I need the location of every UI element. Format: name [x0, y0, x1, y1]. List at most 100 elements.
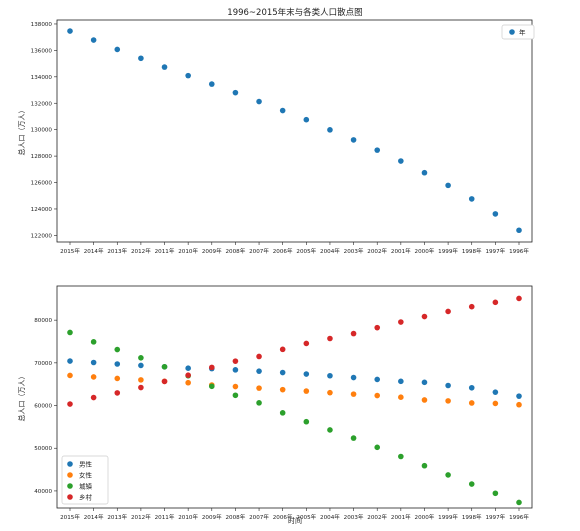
data-point — [90, 339, 97, 345]
data-point — [279, 346, 286, 353]
data-point — [185, 372, 191, 378]
data-point — [327, 335, 333, 342]
data-point — [303, 340, 310, 347]
axes-frame-bottom — [56, 285, 533, 509]
y-tick-label: 124000 — [31, 207, 53, 213]
chart-title: 1996~2015年末与各类人口散点图 — [227, 7, 362, 18]
x-tick-label: 2003年 — [344, 513, 364, 521]
data-point — [350, 330, 357, 337]
x-tick-label: 1998年 — [462, 247, 482, 255]
y-tick-label: 70000 — [34, 361, 52, 367]
data-point — [516, 227, 522, 234]
data-point — [350, 435, 357, 441]
data-point — [67, 401, 73, 407]
legend-marker — [67, 494, 73, 500]
legend-box — [61, 455, 109, 505]
bottom-ticks: 2015年 2014年 2013年 2012年 2011年 2010年 2009年 2008年… — [34, 318, 529, 521]
data-point — [208, 383, 215, 390]
legend-label: 女性 — [79, 471, 93, 480]
data-point — [232, 383, 239, 390]
data-point — [185, 365, 191, 371]
data-point — [114, 375, 121, 382]
data-point — [303, 116, 310, 123]
y-tick-label: 126000 — [31, 181, 53, 187]
data-point — [303, 418, 310, 425]
data-point — [303, 388, 310, 394]
x-tick-label: 1997年 — [485, 247, 505, 255]
data-point — [398, 319, 404, 325]
data-point — [90, 359, 97, 366]
x-tick-label: 2014年 — [84, 513, 104, 521]
data-point — [232, 89, 239, 96]
data-point — [492, 490, 499, 497]
data-point — [67, 358, 73, 364]
data-point — [492, 211, 499, 217]
data-point — [350, 374, 357, 381]
data-point — [138, 362, 144, 369]
data-point — [185, 379, 191, 386]
data-point — [398, 394, 404, 400]
top-points — [67, 28, 522, 234]
x-tick-label: 2009年 — [202, 513, 222, 521]
y-tick-label: 60000 — [34, 404, 52, 410]
data-point — [327, 427, 333, 433]
data-point — [350, 137, 357, 143]
data-point — [138, 377, 144, 383]
data-point — [421, 313, 428, 320]
legend-label: 城镇 — [79, 482, 93, 491]
data-point — [114, 46, 121, 53]
data-point — [279, 410, 286, 416]
data-point — [138, 354, 144, 361]
y-tick-label: 128000 — [31, 154, 53, 160]
data-point — [161, 64, 168, 70]
legend-box — [501, 24, 535, 40]
y-tick-label: 134000 — [31, 75, 53, 81]
x-tick-label: 2012年 — [131, 513, 151, 521]
data-point — [90, 394, 97, 401]
data-point — [421, 397, 428, 403]
legend-label: 乡村 — [79, 493, 93, 502]
data-point — [516, 499, 522, 506]
data-point — [516, 401, 522, 408]
x-tick-label: 2015年 — [60, 247, 80, 255]
data-point — [492, 299, 499, 306]
data-point — [114, 390, 121, 396]
data-point — [398, 378, 404, 385]
data-point — [445, 182, 451, 189]
data-point — [421, 169, 428, 176]
data-point — [138, 384, 144, 391]
data-point — [232, 358, 239, 364]
data-point — [492, 389, 499, 395]
x-tick-label: 2007年 — [249, 247, 269, 255]
data-point — [374, 147, 381, 153]
y-tick-label: 80000 — [34, 318, 52, 324]
x-tick-label: 1996年 — [509, 513, 529, 521]
x-tick-label: 2011年 — [155, 247, 175, 255]
data-point — [421, 462, 428, 469]
chart-bottom: 总人口（万人） 时间 2015年 2014年 2013年 2012年 2011年 2010… — [17, 285, 533, 525]
bottom-points — [67, 295, 522, 506]
x-tick-label: 2015年 — [60, 513, 80, 521]
x-tick-label: 2005年 — [296, 247, 316, 255]
data-point — [327, 372, 333, 379]
x-tick-label: 2003年 — [344, 247, 364, 255]
data-point — [279, 386, 286, 393]
x-tick-label: 2006年 — [273, 513, 293, 521]
data-point — [208, 81, 215, 87]
data-point — [445, 382, 451, 389]
data-point — [232, 392, 239, 399]
data-point — [208, 364, 215, 371]
x-tick-label: 2002年 — [367, 513, 387, 521]
y-tick-label: 132000 — [31, 101, 53, 107]
x-tick-label: 2000年 — [415, 513, 435, 521]
legend-marker — [67, 472, 73, 478]
data-point — [445, 398, 451, 404]
data-point — [468, 303, 475, 310]
data-point — [161, 378, 168, 385]
data-point — [185, 72, 191, 79]
data-point — [374, 392, 381, 399]
y-tick-label: 136000 — [31, 48, 53, 54]
data-point — [374, 324, 381, 331]
x-tick-label: 2014年 — [84, 247, 104, 255]
